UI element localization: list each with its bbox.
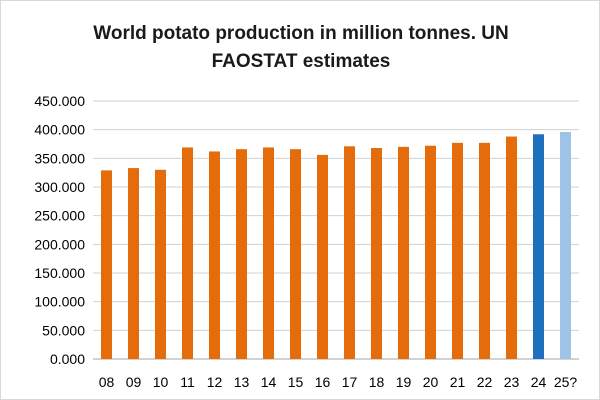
x-tick-label: 14 xyxy=(261,374,277,390)
bar-08 xyxy=(101,170,112,359)
x-tick-label: 18 xyxy=(369,374,385,390)
chart-title-line-1: World potato production in million tonne… xyxy=(93,23,509,44)
bar-25 xyxy=(560,131,571,359)
y-tick-label: 50.000 xyxy=(42,322,85,338)
x-tick-label: 15 xyxy=(288,374,304,390)
bar-24 xyxy=(533,134,544,359)
bar-09 xyxy=(128,168,139,359)
bar-17 xyxy=(344,146,355,359)
x-tick-label: 23 xyxy=(504,374,520,390)
x-tick-label: 19 xyxy=(396,374,412,390)
bar-21 xyxy=(452,142,463,359)
bar-11 xyxy=(182,147,193,359)
bar-20 xyxy=(425,145,436,359)
y-tick-label: 0.000 xyxy=(50,351,85,367)
bar-13 xyxy=(236,149,247,359)
y-tick-label: 150.000 xyxy=(34,265,85,281)
x-tick-label: 11 xyxy=(180,374,195,390)
x-tick-label: 10 xyxy=(153,374,169,390)
bar-15 xyxy=(290,149,301,359)
bars xyxy=(101,131,571,359)
y-tick-label: 100.000 xyxy=(34,294,85,310)
x-tick-label: 25? xyxy=(554,374,578,390)
x-axis-tick-labels: 08 09 10 11 12 13 14 15 16 17 18 19 20 21 22 23 24 25? xyxy=(99,374,578,390)
y-tick-label: 250.000 xyxy=(34,208,85,224)
bar-23 xyxy=(506,136,517,359)
y-tick-label: 400.000 xyxy=(34,122,85,138)
bar-10 xyxy=(155,169,166,359)
x-tick-label: 17 xyxy=(342,374,358,390)
y-tick-label: 450.000 xyxy=(34,93,85,109)
y-axis-tick-labels: 0.000 50.000 100.000 150.000 200.000 250.000 3… xyxy=(34,93,85,367)
x-tick-label: 21 xyxy=(450,374,466,390)
x-tick-label: 16 xyxy=(315,374,331,390)
bar-14 xyxy=(263,147,274,359)
chart-title-line-2: FAOSTAT estimates xyxy=(212,51,391,72)
x-tick-label: 09 xyxy=(126,374,142,390)
x-tick-label: 13 xyxy=(234,374,250,390)
x-tick-label: 22 xyxy=(477,374,493,390)
y-tick-label: 350.000 xyxy=(34,150,85,166)
gridlines xyxy=(93,100,579,360)
y-tick-label: 300.000 xyxy=(34,179,85,195)
bar-18 xyxy=(371,148,382,359)
x-tick-label: 24 xyxy=(531,374,547,390)
x-tick-label: 20 xyxy=(423,374,439,390)
x-tick-label: 12 xyxy=(207,374,223,390)
bar-12 xyxy=(209,151,220,359)
bar-22 xyxy=(479,142,490,359)
y-tick-label: 200.000 xyxy=(34,236,85,252)
bar-19 xyxy=(398,146,409,359)
x-tick-label: 08 xyxy=(99,374,115,390)
bar-16 xyxy=(317,154,328,359)
